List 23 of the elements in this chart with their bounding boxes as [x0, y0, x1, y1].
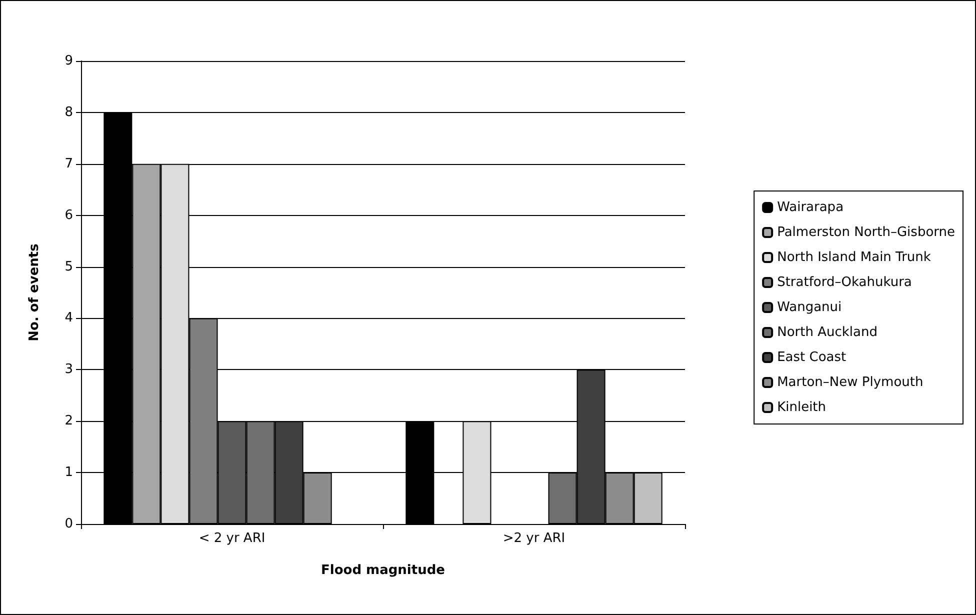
- y-tick-label: 4: [64, 310, 73, 326]
- y-axis-title: No. of events: [27, 243, 42, 342]
- legend-label: Marton–New Plymouth: [777, 375, 924, 390]
- legend-label: Wanganui: [777, 300, 842, 315]
- legend-label: Kinleith: [777, 400, 826, 415]
- y-tick-label: 0: [64, 516, 73, 532]
- legend-label: Stratford–Okahukura: [777, 275, 912, 290]
- y-tick-label: 9: [64, 54, 73, 68]
- y-tick-label: 2: [64, 414, 73, 429]
- legend-label: Palmerston North–Gisborne: [777, 225, 956, 240]
- y-tick-label: 5: [64, 259, 73, 274]
- y-tick-label: 1: [64, 465, 73, 480]
- y-tick-label: 7: [64, 156, 73, 172]
- y-tick-label: 3: [64, 362, 73, 378]
- legend-label: North Auckland: [777, 325, 878, 340]
- legend-label: North Island Main Trunk: [777, 250, 932, 265]
- legend-label: Wairarapa: [777, 200, 844, 215]
- x-tick-label: < 2 yr ARI: [198, 531, 266, 546]
- y-tick-label: 8: [64, 104, 73, 120]
- legend-label: East Coast: [777, 350, 846, 365]
- x-axis-title: Flood magnitude: [321, 563, 446, 578]
- y-tick-label: 6: [64, 208, 73, 223]
- x-tick-label: >2 yr ARI: [502, 531, 566, 546]
